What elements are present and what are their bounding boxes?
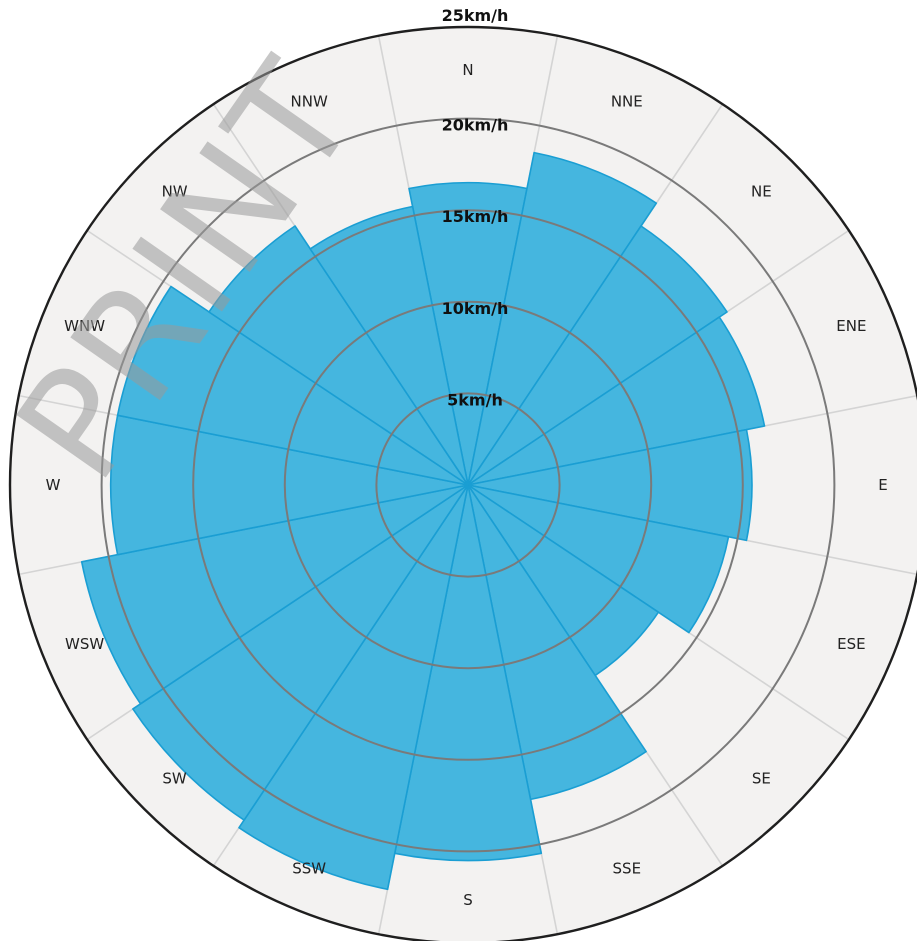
direction-label-e: E <box>878 476 887 494</box>
bar-wnw <box>116 285 469 486</box>
direction-label-se: SE <box>752 769 771 787</box>
ring-label-25: 25km/h <box>442 6 509 25</box>
direction-label-wnw: WNW <box>64 317 105 335</box>
direction-label-w: W <box>46 476 61 494</box>
direction-label-n: N <box>462 61 473 79</box>
bar-nnw <box>309 205 469 486</box>
bar-wsw <box>80 484 469 705</box>
ring-20 <box>100 117 836 853</box>
direction-label-ne: NE <box>751 183 772 201</box>
direction-label-ene: ENE <box>836 317 866 335</box>
bar-sse <box>467 484 647 801</box>
direction-label-sw: SW <box>162 769 187 787</box>
direction-label-ssw: SSW <box>292 859 326 877</box>
bar-s <box>393 484 543 862</box>
ring-15 <box>192 209 744 761</box>
direction-label-s: S <box>463 891 473 909</box>
bar-n <box>408 181 528 486</box>
bar-sw <box>132 484 469 821</box>
bar-ene <box>467 316 766 486</box>
bar-ssw <box>238 484 469 891</box>
outer-edge <box>8 25 917 941</box>
ring-label-20: 20km/h <box>442 116 509 135</box>
ring-label-5: 5km/h <box>447 390 503 409</box>
direction-label-nnw: NNW <box>291 93 328 111</box>
ring-label-15: 15km/h <box>442 207 509 226</box>
ring-labels: 5km/h 10km/h 15km/h 20km/h 25km/h <box>442 6 509 409</box>
direction-labels: N NNE NE ENE E ESE SE SSE S SSW SW WSW W WNW NW NNW <box>46 61 888 909</box>
direction-label-ese: ESE <box>837 635 865 653</box>
direction-label-nw: NW <box>162 183 188 201</box>
direction-label-sse: SSE <box>613 859 642 877</box>
ring-label-10: 10km/h <box>442 299 509 318</box>
bar-w <box>110 414 469 556</box>
direction-label-nne: NNE <box>611 93 643 111</box>
ring-10 <box>283 300 653 670</box>
bar-nne <box>467 151 658 486</box>
direction-label-wsw: WSW <box>65 635 104 653</box>
ring-5 <box>375 392 561 578</box>
speed-rings <box>100 117 836 853</box>
bar-ese <box>467 484 730 634</box>
bar-e <box>467 428 753 542</box>
